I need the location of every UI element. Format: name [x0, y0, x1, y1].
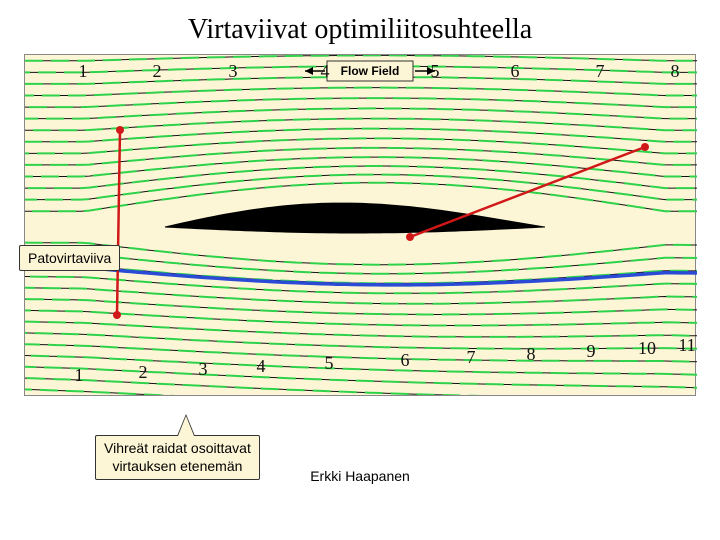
callout-green-stripes-text: Vihreät raidat osoittavatvirtauksen eten…: [104, 440, 251, 474]
callout-patovirtaviiva-text: Patovirtaviiva: [28, 250, 111, 266]
svg-text:3: 3: [229, 61, 238, 81]
svg-text:5: 5: [431, 61, 440, 81]
svg-text:1: 1: [79, 61, 88, 81]
svg-text:8: 8: [527, 344, 536, 364]
callout-tail-icon: [177, 414, 195, 436]
svg-text:8: 8: [671, 61, 680, 81]
svg-text:4: 4: [321, 61, 330, 81]
svg-text:7: 7: [596, 61, 605, 81]
callout-green-stripes: Vihreät raidat osoittavatvirtauksen eten…: [95, 435, 260, 480]
svg-text:4: 4: [257, 356, 266, 376]
svg-text:5: 5: [325, 353, 334, 373]
page-title: Virtaviivat optimiliitosuhteella: [0, 0, 720, 46]
flow-field-svg: Flow Field 1 2 3 4 5 6 7 8 1 2 3 4 5 6 7 8 9 10 11: [25, 55, 697, 395]
svg-text:10: 10: [638, 338, 656, 358]
svg-text:7: 7: [467, 347, 476, 367]
flow-field-plot: Flow Field 1 2 3 4 5 6 7 8 1 2 3 4 5 6 7 8 9 10 11 Patovirt…: [24, 54, 696, 396]
svg-text:3: 3: [199, 359, 208, 379]
svg-text:11: 11: [678, 335, 695, 355]
svg-text:6: 6: [401, 350, 410, 370]
svg-text:1: 1: [75, 365, 84, 385]
svg-text:Flow Field: Flow Field: [341, 64, 400, 78]
svg-text:2: 2: [139, 362, 148, 382]
svg-text:9: 9: [587, 341, 596, 361]
svg-text:2: 2: [153, 61, 162, 81]
callout-patovirtaviiva: Patovirtaviiva: [19, 245, 120, 271]
svg-text:6: 6: [511, 61, 520, 81]
